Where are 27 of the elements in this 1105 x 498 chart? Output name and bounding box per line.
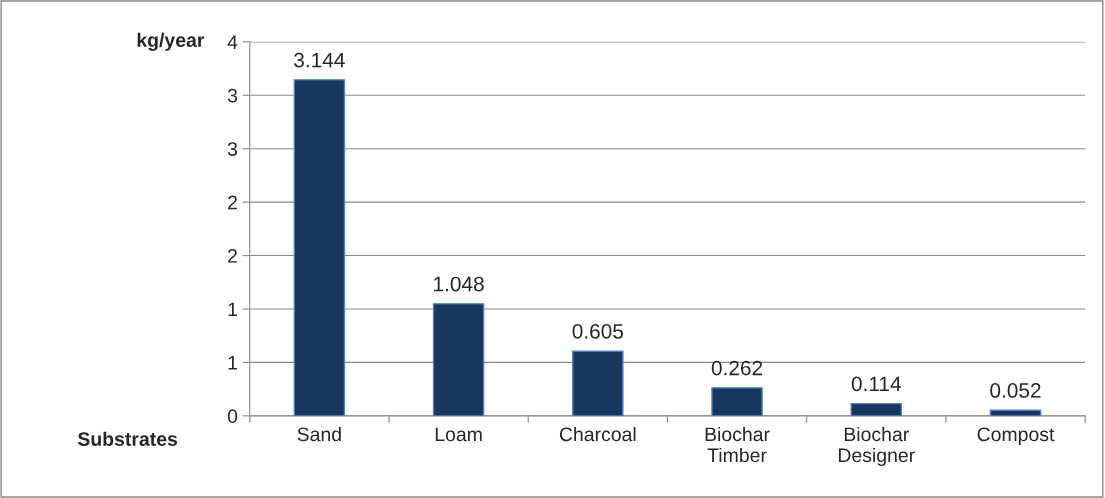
bar — [432, 303, 485, 416]
y-tick-label: 0 — [227, 409, 238, 424]
y-tick-label: 4 — [227, 35, 238, 49]
data-label: 0.052 — [990, 383, 1041, 398]
x-tick-label: Compost — [977, 427, 1055, 446]
x-tick-label: Biochar Timber — [705, 426, 770, 463]
data-label: 0.114 — [851, 376, 901, 392]
y-axis-title: kg/year — [137, 32, 205, 51]
data-label: 1.048 — [434, 276, 484, 292]
bar — [850, 402, 903, 416]
x-tick-label: Sand — [297, 426, 341, 442]
y-tick-label: 3 — [227, 142, 238, 156]
bar — [572, 350, 624, 416]
data-label: 3.144 — [294, 52, 345, 68]
x-axis-title: Substrates — [77, 431, 178, 446]
bar — [293, 79, 346, 416]
y-tick-label: 2 — [228, 195, 237, 210]
x-tick-label: Biochar Designer — [838, 426, 915, 467]
x-tick-label: Loam — [435, 427, 482, 442]
y-tick-label: 1 — [228, 302, 237, 317]
y-tick-label: 1 — [228, 356, 237, 370]
x-tick-label: Charcoal — [559, 426, 636, 442]
data-label: 0.262 — [711, 360, 763, 376]
bar — [711, 387, 763, 416]
y-tick-label: 2 — [228, 249, 237, 263]
y-tick-label: 3 — [227, 88, 238, 103]
data-label: 0.605 — [572, 323, 623, 339]
